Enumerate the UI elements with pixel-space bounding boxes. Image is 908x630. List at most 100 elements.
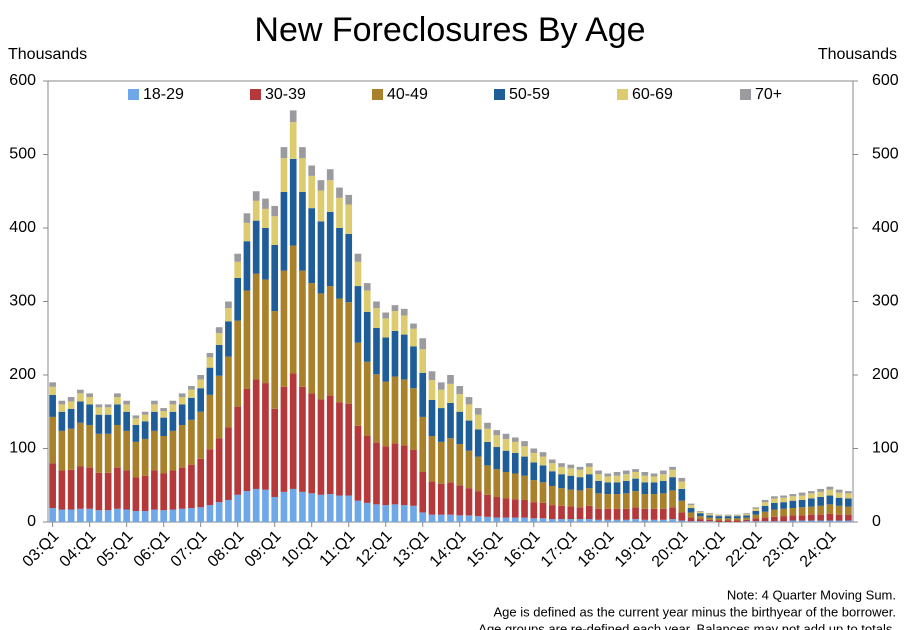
bar-segment bbox=[317, 221, 325, 294]
bar-segment bbox=[225, 499, 232, 522]
bar-segment bbox=[289, 488, 297, 522]
bar-segment bbox=[734, 515, 741, 517]
bar-segment bbox=[95, 472, 103, 511]
bar-segment bbox=[761, 517, 769, 522]
bar-segment bbox=[289, 245, 297, 374]
bar-segment bbox=[530, 448, 538, 453]
bar-segment bbox=[447, 438, 454, 483]
bar-segment bbox=[141, 475, 149, 511]
legend-label: 40-49 bbox=[387, 86, 428, 103]
bar-segment bbox=[169, 411, 177, 431]
bar-segment bbox=[798, 492, 806, 496]
bar-segment bbox=[326, 494, 334, 522]
bar-segment bbox=[151, 430, 158, 471]
bar-segment bbox=[363, 283, 371, 291]
bar-segment bbox=[67, 509, 75, 522]
bar-segment bbox=[789, 496, 797, 501]
bar-segment bbox=[845, 493, 852, 499]
bar-segment bbox=[308, 208, 316, 284]
bar-segment bbox=[632, 491, 639, 508]
bar-segment bbox=[225, 308, 232, 322]
bar-segment bbox=[225, 356, 232, 428]
bar-segment bbox=[808, 520, 815, 522]
bar-segment bbox=[798, 507, 806, 516]
y-tick-label: 100 bbox=[9, 440, 36, 457]
bar-segment bbox=[622, 493, 630, 509]
bar-segment bbox=[484, 441, 491, 466]
bar-segment bbox=[641, 472, 649, 476]
bar-segment bbox=[345, 233, 353, 303]
bar-segment bbox=[706, 513, 713, 516]
bar-segment bbox=[336, 228, 343, 299]
bar-segment bbox=[345, 204, 353, 234]
bar-segment bbox=[336, 187, 343, 198]
bar-segment bbox=[336, 495, 343, 522]
bar-segment bbox=[604, 494, 612, 509]
bar-segment bbox=[845, 514, 852, 521]
x-tick-label: 04:Q1 bbox=[57, 528, 100, 571]
bar-segment bbox=[576, 490, 584, 508]
bar-segment bbox=[826, 520, 834, 522]
bar-segment bbox=[678, 520, 686, 522]
bar-segment bbox=[104, 414, 112, 434]
bar-segment bbox=[114, 467, 121, 509]
bar-segment bbox=[761, 499, 769, 503]
bar-segment bbox=[530, 518, 538, 522]
bar-segment bbox=[752, 510, 760, 515]
y2-tick-label: 400 bbox=[872, 219, 899, 236]
bar-segment bbox=[678, 512, 686, 521]
bar-segment bbox=[58, 430, 66, 471]
bar-segment bbox=[474, 456, 482, 492]
bar-segment bbox=[262, 279, 269, 384]
bar-segment bbox=[58, 404, 66, 412]
bar-segment bbox=[484, 422, 491, 429]
bar-segment bbox=[456, 515, 464, 522]
bar-segment bbox=[326, 286, 334, 396]
bar-segment bbox=[558, 488, 565, 506]
bar-segment bbox=[567, 506, 575, 520]
bar-segment bbox=[845, 491, 852, 494]
bar-segment bbox=[659, 474, 667, 481]
legend-label: 60-69 bbox=[632, 86, 673, 103]
bar-segment bbox=[826, 489, 834, 496]
bar-segment bbox=[215, 333, 223, 345]
chart-title: New Foreclosures By Age bbox=[254, 11, 645, 49]
bar-segment bbox=[289, 110, 297, 123]
y2-tick-label: 100 bbox=[872, 440, 899, 457]
bar-segment bbox=[234, 277, 242, 321]
bar-segment bbox=[567, 468, 575, 476]
bar-segment bbox=[86, 404, 93, 425]
note: Age groups are re-defined each year. Bal… bbox=[478, 621, 896, 630]
bar-segment bbox=[558, 474, 565, 489]
bar-segment bbox=[835, 497, 843, 506]
bar-segment bbox=[132, 418, 140, 425]
bar-segment bbox=[428, 514, 436, 522]
bar-segment bbox=[696, 521, 704, 522]
bar-segment bbox=[530, 502, 538, 519]
bar-segment bbox=[243, 491, 251, 522]
bar-segment bbox=[548, 519, 556, 522]
bar-segment bbox=[86, 393, 93, 398]
bar-segment bbox=[798, 515, 806, 521]
bar-segment bbox=[493, 517, 501, 522]
bar-segment bbox=[817, 505, 824, 515]
bar-segment bbox=[613, 508, 621, 520]
bar-segment bbox=[521, 456, 528, 476]
bar-segment bbox=[585, 519, 593, 522]
legend-swatch bbox=[617, 89, 628, 100]
note: Age is defined as the current year minus… bbox=[494, 604, 897, 619]
bar-segment bbox=[456, 485, 464, 516]
bar-segment bbox=[252, 191, 260, 201]
bar-segment bbox=[188, 397, 195, 420]
bar-segment bbox=[437, 389, 445, 409]
bar-segment bbox=[484, 516, 491, 522]
bar-segment bbox=[539, 502, 547, 519]
bar-segment bbox=[391, 504, 399, 522]
bar-segment bbox=[262, 383, 269, 490]
bar-segment bbox=[484, 465, 491, 495]
bar-segment bbox=[771, 516, 778, 522]
bar-segment bbox=[391, 330, 399, 377]
bar-segment bbox=[317, 494, 325, 522]
bar-segment bbox=[225, 321, 232, 357]
